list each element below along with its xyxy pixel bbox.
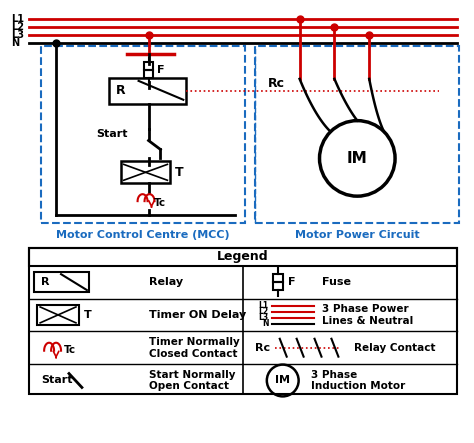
Bar	[144, 70, 154, 78]
Text: Fuse: Fuse	[322, 277, 352, 287]
Text: T: T	[175, 166, 184, 179]
Text: Timer Normally
Closed Contact: Timer Normally Closed Contact	[148, 337, 239, 358]
Bar	[273, 282, 283, 290]
Text: Relay: Relay	[148, 277, 182, 287]
Text: L2: L2	[11, 22, 24, 32]
Bar	[41, 46, 245, 223]
Text: 3 Phase Power
Lines & Neutral: 3 Phase Power Lines & Neutral	[322, 304, 414, 326]
Text: L1: L1	[259, 302, 269, 311]
Text: L1: L1	[11, 14, 24, 24]
Text: F: F	[157, 65, 165, 75]
Text: R: R	[41, 277, 50, 287]
Text: L3: L3	[259, 313, 269, 323]
Bar	[37, 305, 79, 325]
Text: Start: Start	[41, 376, 73, 385]
Text: Tc: Tc	[154, 198, 165, 208]
Text: Rc: Rc	[268, 78, 285, 90]
Text: IM: IM	[347, 151, 368, 166]
Text: L2: L2	[259, 307, 269, 316]
Text: Tc: Tc	[64, 345, 76, 355]
Text: Rc: Rc	[255, 343, 270, 353]
Bar	[121, 161, 170, 183]
Text: IM: IM	[275, 376, 290, 385]
Bar	[109, 78, 186, 104]
Text: 3 Phase
Induction Motor: 3 Phase Induction Motor	[310, 370, 405, 391]
Text: Timer ON Delay: Timer ON Delay	[148, 310, 246, 320]
Bar	[144, 62, 154, 70]
Bar	[29, 248, 457, 266]
Text: T: T	[84, 310, 91, 320]
Text: Motor Control Centre (MCC): Motor Control Centre (MCC)	[56, 230, 229, 240]
Text: Relay Contact: Relay Contact	[354, 343, 436, 353]
Bar	[29, 248, 457, 394]
Bar	[255, 46, 459, 223]
Text: Motor Power Circuit: Motor Power Circuit	[295, 230, 419, 240]
Text: N: N	[11, 38, 19, 48]
Text: Start Normally
Open Contact: Start Normally Open Contact	[148, 370, 235, 391]
Bar	[273, 274, 283, 282]
Text: R: R	[116, 84, 125, 97]
Text: F: F	[288, 277, 295, 287]
Text: Start: Start	[96, 128, 128, 139]
Bar	[34, 272, 89, 292]
Text: Legend: Legend	[217, 250, 269, 263]
Text: N: N	[262, 319, 269, 328]
Text: L3: L3	[11, 30, 24, 40]
